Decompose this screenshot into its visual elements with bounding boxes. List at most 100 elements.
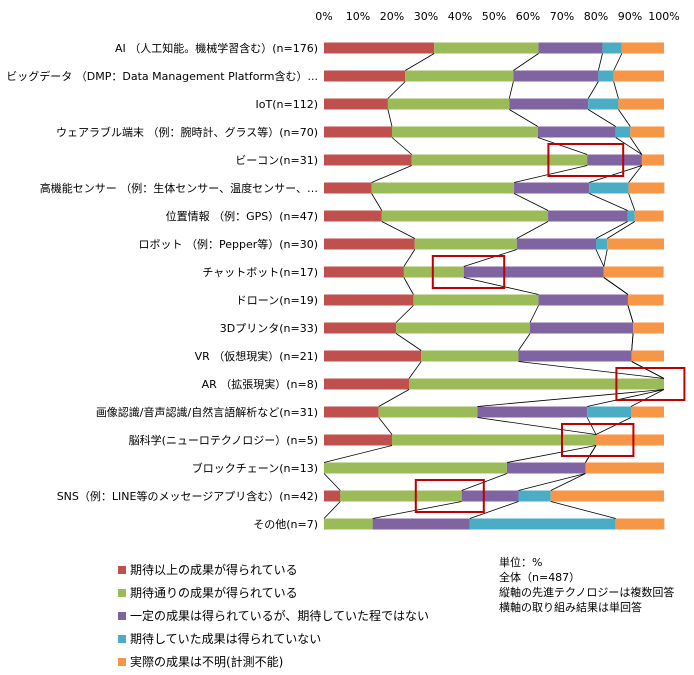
series-line: [477, 417, 597, 435]
bar-segment: [627, 210, 635, 222]
bar-segment: [421, 350, 519, 362]
bar-segment: [598, 70, 614, 82]
bar-segment: [434, 42, 539, 54]
bar-segment: [324, 238, 415, 250]
bar-segment: [324, 126, 392, 138]
category-label: 脳科学(ニューロテクノロジー）(n=5): [129, 433, 318, 447]
series-line: [630, 137, 643, 155]
connector-lines: [323, 53, 665, 519]
horizontal-axis-note: 横軸の取り組み結果は単回答: [499, 601, 642, 614]
highlight-box: [414, 479, 485, 513]
bar-segment: [607, 238, 664, 250]
total-note: 全体（n=487）: [499, 571, 581, 584]
series-line: [595, 249, 605, 267]
x-tick-label: 90%: [618, 10, 642, 23]
series-line: [603, 277, 629, 295]
bar-segment: [516, 238, 596, 250]
x-tick-label: 10%: [346, 10, 370, 23]
category-label: ドローン(n=19): [236, 294, 318, 307]
series-line: [463, 249, 517, 267]
legend-swatch: [118, 657, 126, 666]
series-line: [613, 81, 619, 99]
notes: 単位：% 全体（n=487） 縦軸の先進テクノロジーは複数回答 横軸の取り組み結…: [499, 555, 674, 615]
bar-segment: [392, 126, 538, 138]
bar-segment: [588, 98, 619, 110]
bar-segment: [506, 462, 586, 474]
series-line: [595, 221, 628, 239]
bar-segment: [621, 42, 664, 54]
bar-segment: [538, 42, 603, 54]
series-line: [630, 389, 665, 407]
bar-segment: [514, 182, 590, 194]
series-line: [371, 193, 383, 211]
bar-segment: [324, 210, 382, 222]
series-line: [618, 109, 631, 127]
category-label: その他(n=7): [253, 518, 318, 531]
series-line: [508, 81, 514, 99]
series-line: [595, 417, 632, 435]
bar-segment: [585, 462, 664, 474]
series-line: [469, 501, 519, 519]
series-line: [589, 193, 628, 211]
series-line: [586, 417, 597, 435]
bar-segment: [340, 490, 462, 502]
series-line: [627, 305, 634, 323]
category-label: SNS（例：LINE等のメッセージアプリ含む）(n=42): [57, 489, 318, 503]
series-line: [589, 165, 643, 183]
bar-segment: [618, 98, 664, 110]
series-line: [613, 53, 623, 71]
bars: [324, 42, 665, 530]
bar-segment: [550, 490, 664, 502]
bar-segment: [596, 434, 664, 446]
series-line: [607, 221, 635, 239]
bar-segment: [324, 42, 435, 54]
bar-segment: [324, 266, 404, 278]
series-line: [518, 361, 665, 379]
bar-segment: [530, 322, 634, 334]
bar-segment: [537, 126, 616, 138]
legend-item: 一定の成果は得られているが、期待していた程ではない: [118, 604, 498, 627]
legend-label: 実際の成果は不明(計測不能): [130, 655, 284, 669]
stacked-bar-chart: AI （人工知能。機械学習含む）(n=176) ビッグデータ （DMP：Data …: [6, 10, 686, 531]
legend-item: 期待以上の成果が得られている: [118, 558, 498, 581]
bar-segment: [403, 266, 464, 278]
category-label: ビーコン(n=31): [235, 154, 318, 167]
bar-segment: [641, 154, 664, 166]
bar-segment: [587, 406, 632, 418]
category-label: 高機能センサー （例：生体センサー、温度センサー、…: [40, 181, 318, 195]
bar-segment: [587, 154, 642, 166]
series-line: [391, 137, 412, 155]
bar-segment: [518, 490, 551, 502]
bar-segment: [324, 350, 422, 362]
category-label: ビッグデータ （DMP：Data Management Platform含む）.…: [6, 69, 318, 83]
bar-segment: [509, 98, 589, 110]
legend-label: 期待以上の成果が得られている: [130, 563, 298, 577]
highlight-box: [561, 423, 635, 457]
bar-segment: [324, 378, 409, 390]
bar-segment: [463, 266, 604, 278]
bar-segment: [392, 434, 596, 446]
legend-item: 期待通りの成果が得られている: [118, 581, 498, 604]
series-line: [518, 473, 586, 491]
x-tick-label: 70%: [550, 10, 574, 23]
bar-segment: [603, 266, 664, 278]
series-line: [628, 193, 636, 211]
legend-swatch: [118, 611, 126, 620]
category-label: チャットボット(n=17): [202, 266, 318, 279]
category-label: ロボット （例：Pepper等）(n=30): [138, 237, 318, 251]
series-line: [408, 361, 422, 379]
x-tick-label: 100%: [648, 10, 679, 23]
bar-segment: [613, 70, 664, 82]
series-line: [509, 109, 539, 127]
series-line: [615, 137, 643, 155]
series-line: [387, 109, 393, 127]
highlight-box: [547, 143, 625, 177]
bar-segment: [324, 490, 341, 502]
series-line: [372, 501, 462, 519]
bar-segment: [324, 98, 388, 110]
legend-item: 期待していた成果は得られていない: [118, 627, 498, 650]
series-line: [403, 277, 414, 295]
bar-segment: [396, 322, 531, 334]
series-line: [405, 53, 435, 71]
bar-segment: [414, 238, 517, 250]
